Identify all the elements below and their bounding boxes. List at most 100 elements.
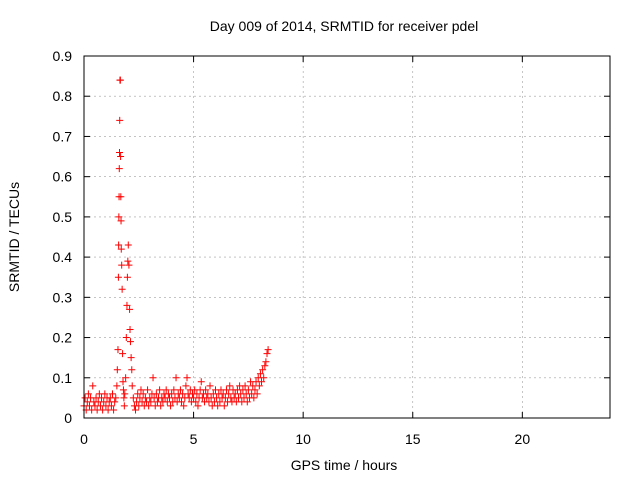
data-point [249,382,257,390]
y-tick-labels: 0 0.1 0.2 0.3 0.4 0.5 0.6 0.7 0.8 0.9 [53,48,73,426]
data-point [114,346,122,354]
data-point [260,374,268,382]
data-point [84,390,92,398]
data-point [117,193,125,201]
data-point [156,386,164,394]
x-tick-label: 5 [190,431,198,447]
data-point [116,76,124,84]
data-point [182,382,190,390]
data-point [129,394,137,402]
data-point [183,374,191,382]
data-point [220,402,228,410]
x-tick-label: 15 [405,431,421,447]
data-point [152,390,160,398]
data-point [122,374,130,382]
data-point [180,402,188,410]
y-tick-label: 0.4 [53,249,73,265]
data-point [157,402,165,410]
data-point [120,402,128,410]
data-point [126,326,134,334]
data-point [178,398,186,406]
data-point [206,382,214,390]
data-point [117,217,125,225]
data-point [216,398,224,406]
data-point [121,390,129,398]
data-point [197,378,205,386]
data-point [112,394,120,402]
data-point [115,241,123,249]
y-tick-label: 0.9 [53,48,73,64]
data-point [126,305,134,313]
data-point [123,301,131,309]
data-point [250,394,258,402]
data-point [124,257,132,265]
data-point [113,366,121,374]
y-axis-label: SRMTID / TECUs [6,182,22,292]
data-point [111,398,119,406]
y-tick-label: 0.3 [53,289,73,305]
data-point [264,346,272,354]
data-point [118,285,126,293]
data-point [262,358,270,366]
data-point [113,382,121,390]
data-point [258,378,266,386]
data-point [244,386,252,394]
data-point [122,334,130,342]
data-point [115,213,123,221]
x-tick-labels: 0 5 10 15 20 [80,431,530,447]
data-point [214,402,222,410]
data-point [118,261,126,269]
y-tick-label: 0.1 [53,370,73,386]
data-point [251,386,259,394]
data-point [253,390,261,398]
data-point [149,374,157,382]
chart-title: Day 009 of 2014, SRMTID for receiver pde… [210,18,478,34]
data-point [259,366,267,374]
data-point [202,386,210,394]
data-point [115,165,123,173]
data-point [128,382,136,390]
data-point [192,398,200,406]
data-point [125,261,133,269]
data-point [89,382,97,390]
data-point [119,350,127,358]
data-point [168,390,176,398]
data-point [117,153,125,161]
data-point [172,374,180,382]
x-axis-label: GPS time / hours [291,457,398,473]
plot-frame [83,55,611,419]
data-point [120,394,128,402]
data-point [176,386,184,394]
x-tick-label: 10 [295,431,311,447]
data-point [243,398,251,406]
data-point [222,386,230,394]
data-point [128,366,136,374]
axis-ticks [83,55,610,419]
data-point [256,370,264,378]
data-point [83,398,91,406]
data-point [119,378,127,386]
data-point [255,382,263,390]
data-point [145,402,153,410]
data-point [225,390,233,398]
data-point [119,386,127,394]
data-point [241,382,249,390]
grid-lines [84,56,610,418]
data-point [144,386,152,394]
data-point [110,406,118,414]
data-point [123,273,131,281]
data-point [167,402,175,410]
data-point [193,390,201,398]
data-point [137,386,145,394]
y-tick-label: 0.8 [53,88,73,104]
y-tick-label: 0.7 [53,128,73,144]
data-point [263,350,271,358]
data-point [126,338,134,346]
data-points [80,76,272,414]
data-point [261,362,269,370]
data-point [162,386,170,394]
data-point [132,406,140,414]
data-point [139,390,147,398]
data-point [147,398,155,406]
